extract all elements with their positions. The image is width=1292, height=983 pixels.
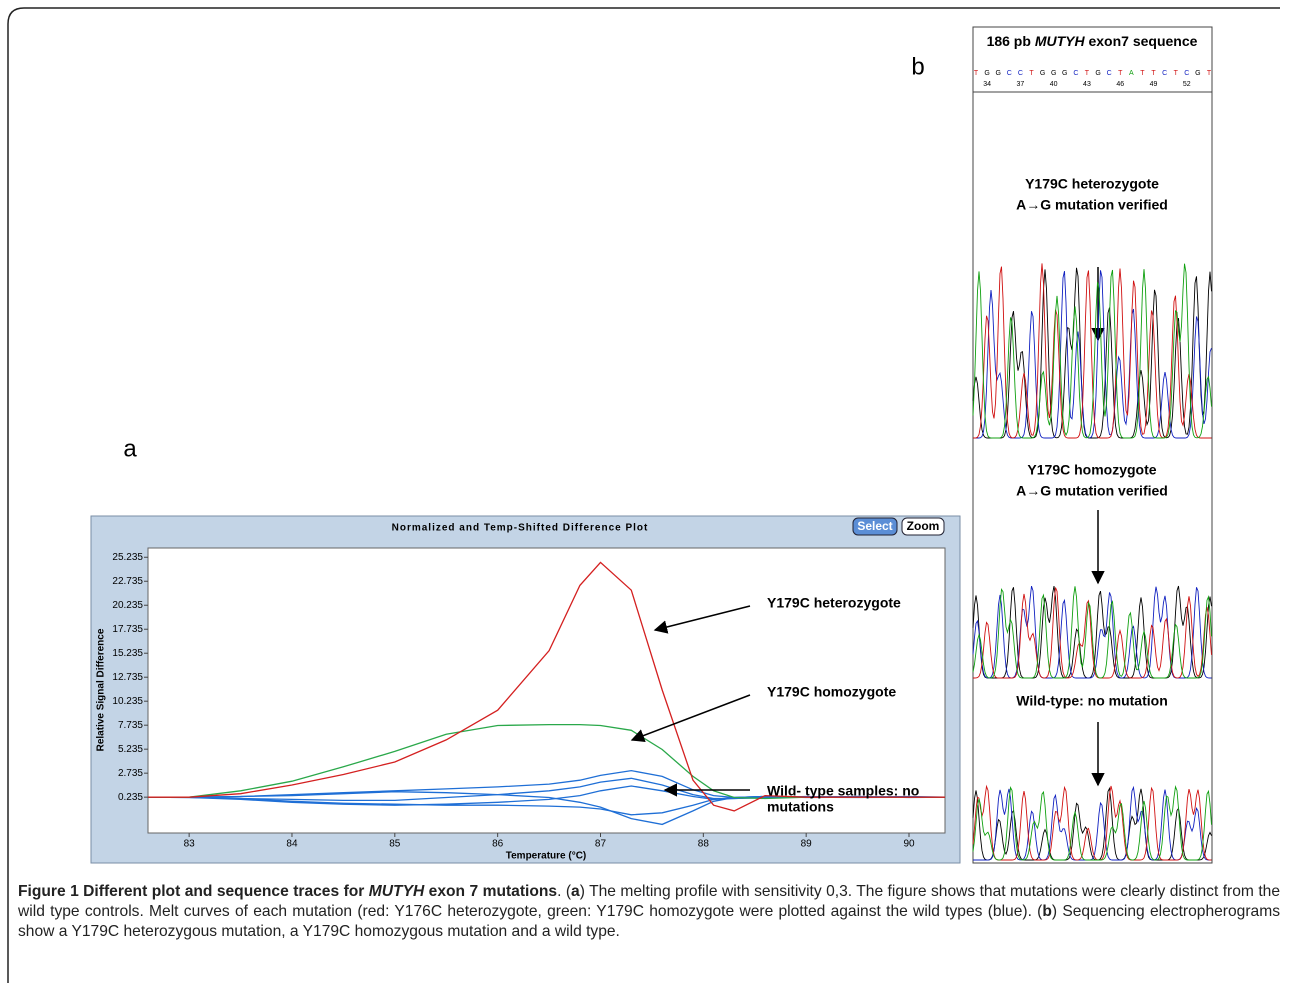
- base: G: [1051, 70, 1056, 77]
- base: T: [1140, 70, 1145, 77]
- position: 37: [1016, 81, 1024, 88]
- base: C: [1007, 70, 1012, 77]
- trace-label: Y179C homozygote: [1027, 462, 1156, 478]
- position: 43: [1083, 81, 1091, 88]
- base: G: [1095, 70, 1100, 77]
- x-tick-label: 84: [286, 839, 298, 850]
- y-tick-label: 0.235: [118, 792, 143, 803]
- base: G: [995, 70, 1000, 77]
- y-tick-label: 12.735: [112, 672, 143, 683]
- figure: b a Normalized and Temp-Shifted Differen…: [0, 0, 1292, 983]
- x-tick-label: 90: [903, 839, 915, 850]
- base: A: [1129, 70, 1134, 77]
- y-tick-label: 5.235: [118, 744, 143, 755]
- caption-text: . (: [557, 883, 571, 900]
- base: T: [1207, 70, 1212, 77]
- base: C: [1184, 70, 1189, 77]
- x-tick-label: 88: [698, 839, 710, 850]
- sequence-panel: [973, 27, 1212, 863]
- base: T: [1174, 70, 1179, 77]
- page: b a Normalized and Temp-Shifted Differen…: [0, 0, 1292, 983]
- base: C: [1107, 70, 1112, 77]
- base: T: [1029, 70, 1034, 77]
- position: 34: [983, 81, 991, 88]
- caption-text: MUTYH: [369, 883, 424, 900]
- annotation: Y179C homozygote: [767, 684, 896, 700]
- x-tick-label: 86: [492, 839, 504, 850]
- title-part: exon7 sequence: [1085, 33, 1198, 49]
- base: T: [1085, 70, 1090, 77]
- y-tick-label: 25.235: [112, 552, 143, 563]
- sequence-title: 186 pb MUTYH exon7 sequence: [987, 33, 1198, 49]
- base: C: [1073, 70, 1078, 77]
- panel-label: b: [911, 53, 924, 80]
- x-tick-label: 89: [801, 839, 813, 850]
- base: G: [1040, 70, 1045, 77]
- position: 49: [1150, 81, 1158, 88]
- position: 52: [1183, 81, 1191, 88]
- y-tick-label: 10.235: [112, 696, 143, 707]
- caption: Figure 1 Different plot and sequence tra…: [18, 882, 1280, 942]
- trace-label: A→G mutation verified: [1016, 197, 1168, 213]
- caption-text: a: [571, 883, 580, 900]
- base: T: [1151, 70, 1156, 77]
- trace-label: Y179C heterozygote: [1025, 176, 1159, 192]
- chart-title: Normalized and Temp-Shifted Difference P…: [392, 523, 649, 534]
- y-tick-label: 20.235: [112, 600, 143, 611]
- caption-text: exon 7 mutations: [424, 883, 557, 900]
- y-tick-label: 17.735: [112, 624, 143, 635]
- caption-text: Figure 1 Different plot and sequence tra…: [18, 883, 369, 900]
- x-tick-label: 83: [184, 839, 196, 850]
- x-axis-label: Temperature (°C): [506, 851, 587, 862]
- base: T: [974, 70, 979, 77]
- title-part: MUTYH: [1035, 33, 1086, 49]
- trace-label: Wild-type: no mutation: [1016, 693, 1168, 709]
- panel-label: a: [123, 435, 137, 462]
- annotation: Y179C heterozygote: [767, 595, 901, 611]
- annotation: Wild- type samples: no: [767, 783, 919, 799]
- annotation: mutations: [767, 799, 834, 815]
- trace-label: A→G mutation verified: [1016, 483, 1168, 499]
- button-label[interactable]: Select: [857, 519, 892, 533]
- base: C: [1162, 70, 1167, 77]
- position: 40: [1050, 81, 1058, 88]
- base: G: [1062, 70, 1067, 77]
- base: G: [984, 70, 989, 77]
- y-axis-label: Relative Signal Difference: [96, 628, 107, 751]
- y-tick-label: 15.235: [112, 648, 143, 659]
- base: T: [1118, 70, 1123, 77]
- y-tick-label: 7.735: [118, 720, 143, 731]
- base: C: [1018, 70, 1023, 77]
- x-tick-label: 87: [595, 839, 607, 850]
- y-tick-label: 2.735: [118, 768, 143, 779]
- caption-text: b: [1042, 903, 1052, 920]
- x-tick-label: 85: [389, 839, 401, 850]
- base: G: [1195, 70, 1200, 77]
- title-part: 186 pb: [987, 33, 1035, 49]
- position: 46: [1116, 81, 1124, 88]
- y-tick-label: 22.735: [112, 576, 143, 587]
- button-label[interactable]: Zoom: [907, 519, 940, 533]
